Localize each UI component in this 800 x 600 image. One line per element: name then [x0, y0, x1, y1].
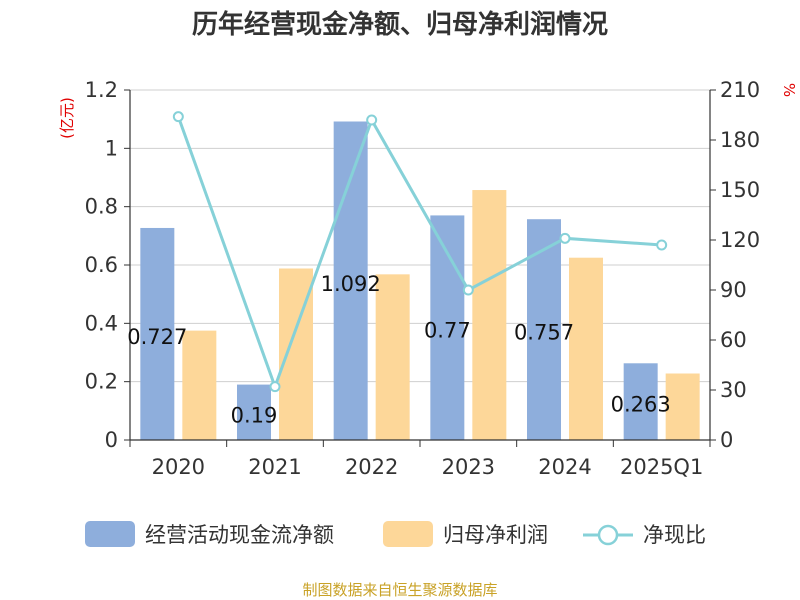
right-axis-unit: %	[780, 83, 798, 97]
x-axis-tick-label: 2022	[345, 455, 398, 479]
left-axis-tick-label: 1	[105, 136, 118, 160]
legend-label-cashflow: 经营活动现金流净额	[145, 523, 334, 547]
left-axis-tick-label: 0.6	[85, 253, 118, 277]
right-axis-tick-label: 120	[720, 228, 760, 252]
ratio-line	[176, 116, 662, 392]
ratio-point	[462, 284, 474, 296]
right-axis-tick-label: 150	[720, 178, 760, 202]
left-axis-unit: (亿元)	[58, 97, 76, 139]
data-labels-group: 0.727 0.19 1.092 0.77 0.757 0.263	[127, 272, 670, 428]
gridlines	[130, 89, 710, 383]
bar-cashflow	[140, 227, 175, 440]
left-axis-tick-label: 0.8	[85, 195, 118, 219]
bar-netprofit	[182, 330, 217, 440]
bar-netprofit	[665, 373, 700, 440]
bar-netprofit	[472, 190, 507, 440]
ratio-point	[269, 381, 281, 393]
left-axis-tick-label: 0.2	[85, 370, 118, 394]
data-label-cashflow: 0.19	[231, 403, 278, 427]
ratio-point	[559, 232, 571, 244]
ratio-point	[656, 239, 668, 251]
left-axis-tick-label: 0	[105, 428, 118, 452]
bars-group	[140, 121, 700, 440]
right-axis-tick-label: 210	[720, 78, 760, 102]
x-axis-tick-label: 2025Q1	[620, 455, 703, 479]
data-label-cashflow: 1.092	[321, 272, 381, 296]
right-axis-tick-label: 60	[720, 328, 747, 352]
x-axis-tick-label: 2024	[538, 455, 591, 479]
right-axis-tick-label: 90	[720, 278, 747, 302]
data-label-cashflow: 0.77	[424, 319, 471, 343]
x-axis-tick-label: 2023	[442, 455, 495, 479]
data-label-cashflow: 0.263	[611, 393, 671, 417]
bar-cashflow	[623, 363, 658, 440]
legend-marker-ratio	[597, 524, 619, 546]
axes-group: 0 0.2 0.4 0.6 0.8 1 1.2 0 30 60 90 120 150 180 210 2020…	[85, 78, 761, 479]
legend-swatch-cashflow	[85, 521, 135, 547]
ratio-point	[172, 111, 184, 123]
ratio-point	[366, 114, 378, 126]
legend-swatch-netprofit	[383, 521, 433, 547]
bar-netprofit	[375, 274, 410, 440]
left-axis-tick-label: 1.2	[85, 78, 118, 102]
bar-cashflow	[237, 384, 271, 440]
x-axis-tick-label: 2021	[248, 455, 301, 479]
right-axis-tick-label: 0	[720, 428, 733, 452]
line-series-group	[172, 111, 668, 393]
data-label-cashflow: 0.757	[514, 321, 574, 345]
chart-title: 历年经营现金净额、归母净利润情况	[192, 9, 608, 40]
right-axis-tick-label: 30	[720, 378, 747, 402]
legend-label-netprofit: 归母净利润	[443, 523, 548, 547]
legend-label-ratio: 净现比	[643, 523, 706, 547]
source-note: 制图数据来自恒生聚源数据库	[302, 581, 497, 599]
legend: 经营活动现金流净额 归母净利润 净现比	[85, 521, 706, 547]
x-axis-tick-label: 2020	[152, 455, 205, 479]
right-axis-tick-label: 180	[720, 128, 760, 152]
left-axis-tick-label: 0.4	[85, 311, 118, 335]
data-label-cashflow: 0.727	[127, 325, 187, 349]
bar-netprofit	[569, 257, 603, 440]
